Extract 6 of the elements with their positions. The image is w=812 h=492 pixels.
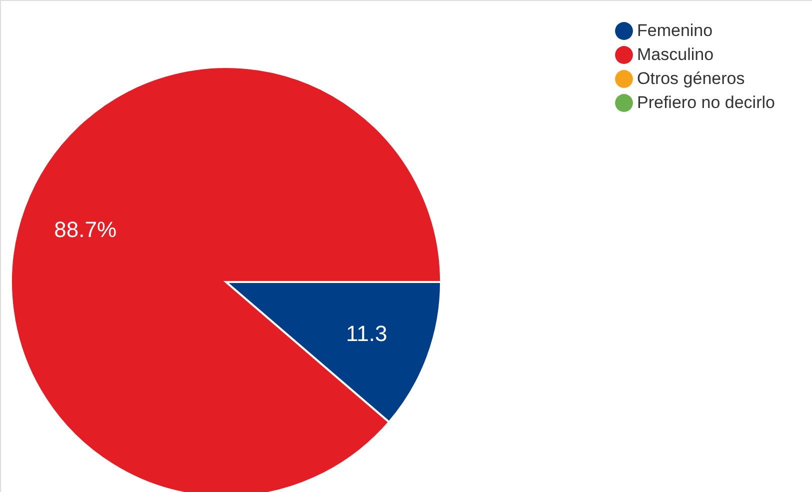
data-label: 88.7% [54, 216, 117, 242]
legend-label: Prefiero no decirlo [637, 93, 775, 112]
legend-label: Femenino [637, 21, 713, 40]
legend-label: Masculino [637, 45, 714, 64]
data-label: 11.3 [346, 321, 388, 346]
legend-label: Otros géneros [637, 69, 745, 88]
